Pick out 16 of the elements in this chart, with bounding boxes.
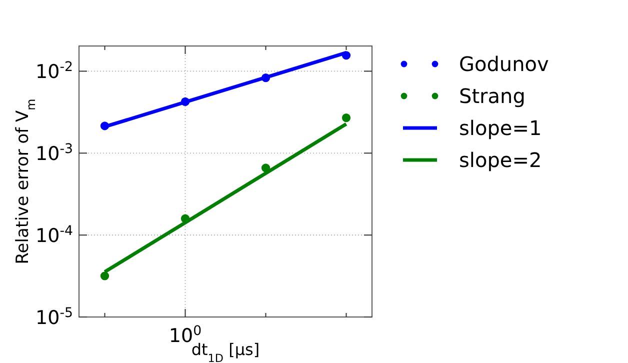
y-tick-label: 10$^{-5}$ <box>36 306 73 329</box>
y-tick-label: 10$^{-3}$ <box>36 142 73 166</box>
legend-label: slope=1 <box>459 116 542 140</box>
point <box>100 272 110 280</box>
point <box>342 51 351 60</box>
legend-label: Godunov <box>459 52 550 76</box>
point <box>261 164 270 172</box>
point <box>100 122 110 130</box>
legend-label: Strang <box>459 84 526 108</box>
y-tick-label: 10$^{-2}$ <box>36 60 73 84</box>
point <box>342 113 351 122</box>
y-tick-label: 10$^{-4}$ <box>36 224 73 248</box>
point <box>180 97 190 106</box>
legend-label: slope=2 <box>459 148 542 172</box>
point <box>180 214 190 223</box>
point <box>261 74 270 82</box>
